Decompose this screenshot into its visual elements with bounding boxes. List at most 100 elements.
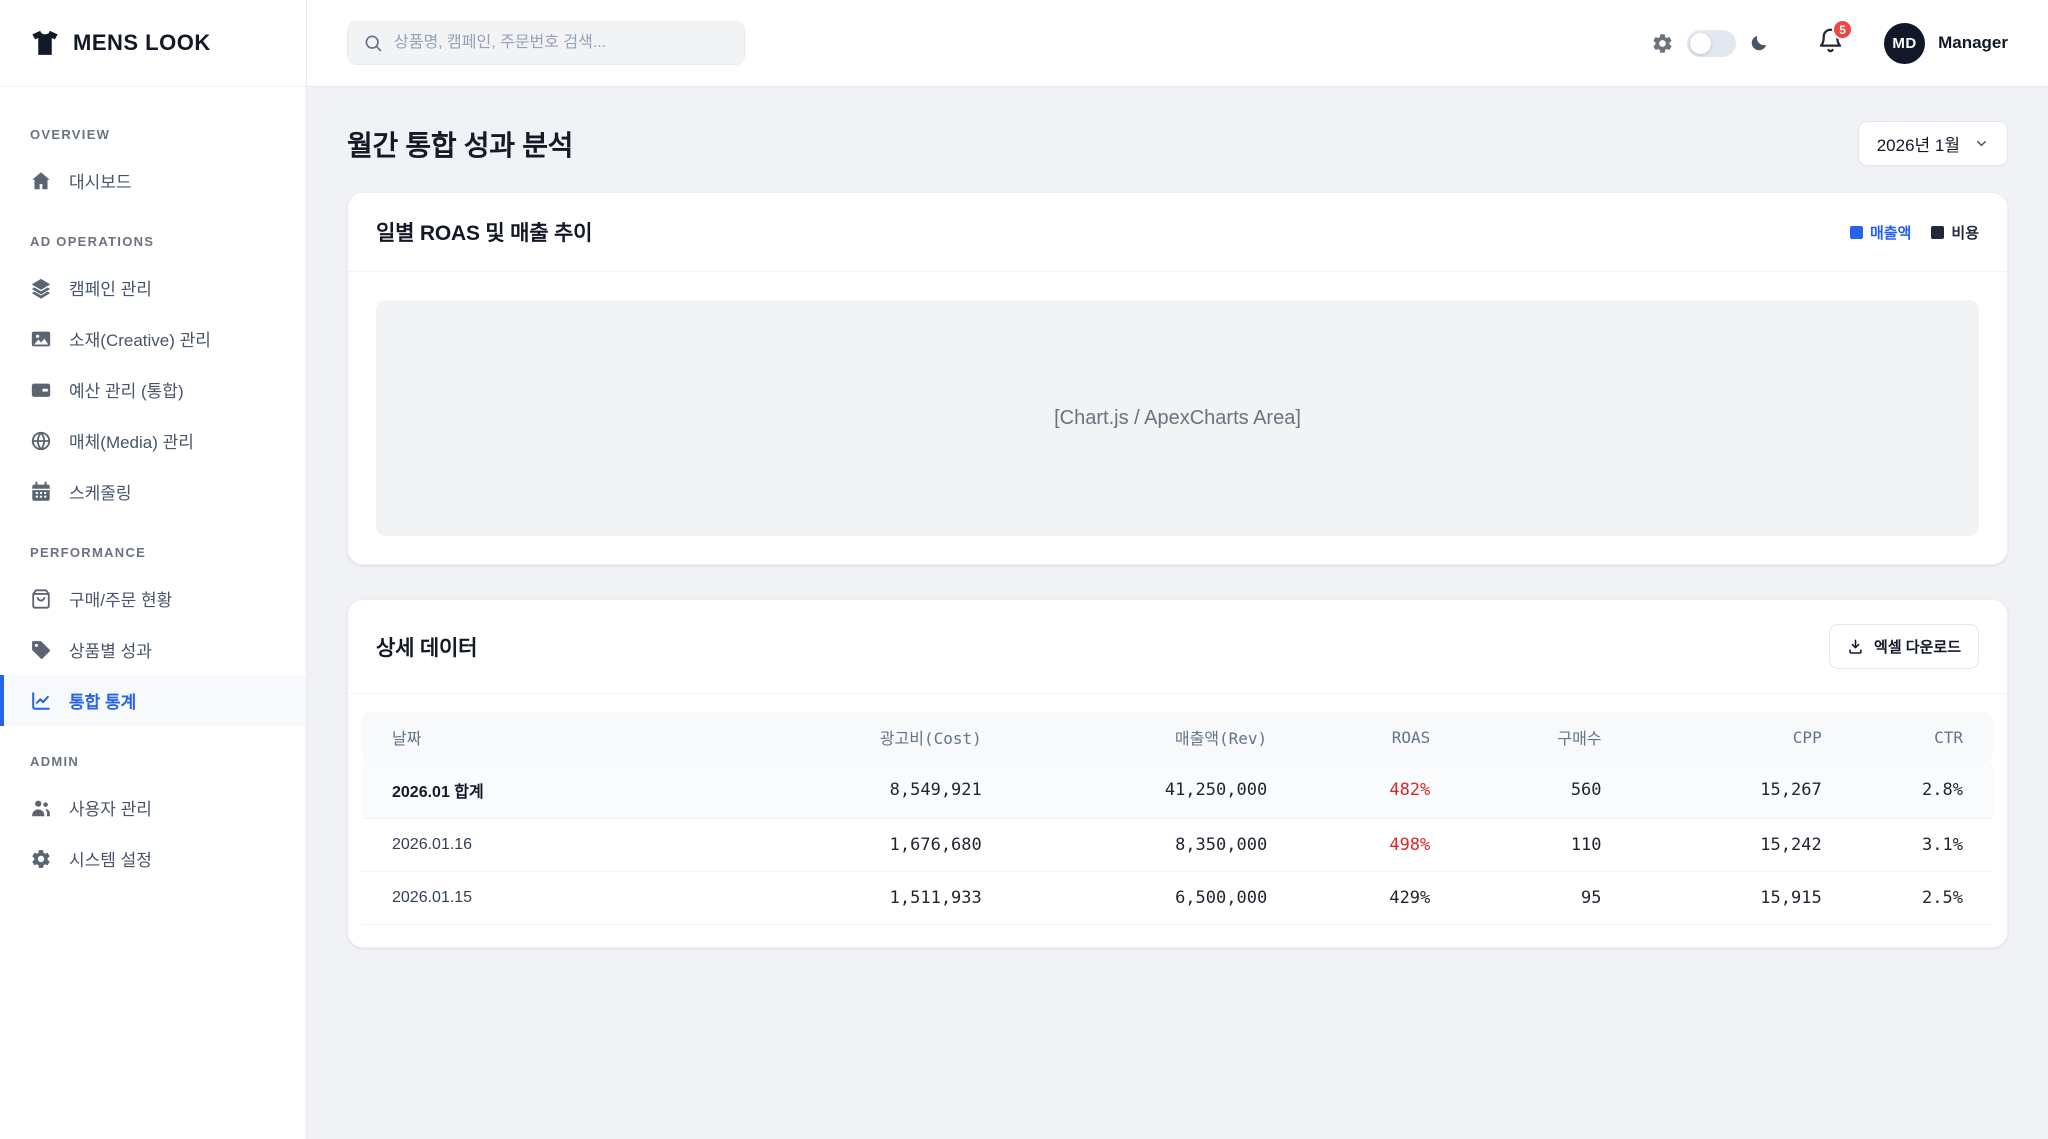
table-row: 2026.01.16 1,676,680 8,350,000 498% 110 … bbox=[362, 818, 1993, 872]
excel-download-button[interactable]: 엑셀 다운로드 bbox=[1829, 624, 1979, 669]
sidebar-item-label: 예산 관리 (통합) bbox=[69, 382, 184, 401]
table-row-total: 2026.01 합계 8,549,921 41,250,000 482% 560… bbox=[362, 762, 1993, 819]
col-cost: 광고비(Cost) bbox=[737, 712, 982, 762]
theme-controls bbox=[1651, 29, 1769, 57]
sidebar-item-label: 통합 통계 bbox=[69, 693, 137, 712]
search-input[interactable] bbox=[394, 34, 729, 52]
cell-cpp: 15,267 bbox=[1601, 762, 1822, 819]
search-icon bbox=[365, 35, 382, 52]
chevron-down-icon bbox=[1977, 140, 1986, 147]
cell-purchases: 560 bbox=[1430, 762, 1602, 819]
chart-card: 일별 ROAS 및 매출 추이 매출액 비용 [Chart.js / ApexC bbox=[347, 192, 2008, 565]
section-label-admin: ADMIN bbox=[30, 754, 80, 769]
sidebar-item-users[interactable]: 사용자 관리 bbox=[0, 782, 306, 833]
brand-name: MENS LOOK bbox=[73, 30, 211, 55]
col-ctr: CTR bbox=[1821, 712, 1993, 762]
sidebar-item-label: 캠페인 관리 bbox=[69, 280, 152, 299]
tshirt-icon bbox=[32, 30, 58, 55]
settings-button[interactable] bbox=[1651, 32, 1674, 55]
calendar-icon bbox=[32, 481, 50, 501]
cell-revenue: 6,500,000 bbox=[981, 871, 1268, 925]
notifications-button[interactable]: 5 bbox=[1817, 19, 1854, 59]
legend-item-revenue[interactable]: 매출액 bbox=[1849, 222, 1912, 243]
legend-label: 매출액 bbox=[1869, 224, 1912, 242]
brand-logo[interactable]: MENS LOOK bbox=[0, 0, 306, 87]
moon-icon bbox=[1751, 35, 1767, 51]
sidebar-item-scheduling[interactable]: 스케줄링 bbox=[0, 466, 306, 517]
sidebar-nav: OVERVIEW 대시보드 AD OPERATIONS 캠페인 관리 소재(Cr… bbox=[0, 87, 306, 904]
col-date: 날짜 bbox=[362, 712, 738, 762]
table-title: 상세 데이터 bbox=[376, 636, 478, 660]
col-purchases: 구매수 bbox=[1430, 712, 1602, 762]
avatar: MD bbox=[1884, 22, 1926, 64]
section-label-ad-operations: AD OPERATIONS bbox=[30, 234, 155, 249]
cell-ctr: 2.5% bbox=[1821, 871, 1993, 925]
download-icon bbox=[1849, 639, 1862, 654]
cell-cost: 1,676,680 bbox=[737, 818, 982, 872]
page-header: 월간 통합 성과 분석 2026년 1월 bbox=[347, 121, 2008, 166]
chart-placeholder: [Chart.js / ApexCharts Area] bbox=[376, 300, 1979, 536]
page-content: 월간 통합 성과 분석 2026년 1월 일별 ROAS 및 매출 추이 매출액 bbox=[307, 87, 2048, 1139]
chart-legend: 매출액 비용 bbox=[1849, 222, 1979, 243]
page-title: 월간 통합 성과 분석 bbox=[347, 129, 574, 161]
cell-revenue: 8,350,000 bbox=[981, 818, 1268, 872]
detail-table-wrap: 날짜 광고비(Cost) 매출액(Rev) ROAS 구매수 CPP CTR bbox=[362, 712, 1993, 925]
sidebar-item-label: 시스템 설정 bbox=[69, 851, 152, 870]
users-icon bbox=[32, 800, 50, 816]
cell-roas: 482% bbox=[1267, 762, 1431, 819]
period-select-value: 2026년 1월 bbox=[1876, 136, 1960, 155]
col-roas: ROAS bbox=[1267, 712, 1431, 762]
sidebar-item-integrated-stats[interactable]: 통합 통계 bbox=[0, 675, 306, 726]
sidebar-item-product-performance[interactable]: 상품별 성과 bbox=[0, 624, 306, 675]
chart-placeholder-text: [Chart.js / ApexCharts Area] bbox=[1054, 406, 1301, 429]
sidebar: MENS LOOK OVERVIEW 대시보드 AD OPERATIONS 캠페… bbox=[0, 0, 307, 1139]
dark-mode-toggle[interactable] bbox=[1687, 29, 1737, 57]
legend-item-cost[interactable]: 비용 bbox=[1931, 222, 1979, 243]
sidebar-item-orders[interactable]: 구매/주문 현황 bbox=[0, 573, 306, 624]
table-body: 2026.01 합계 8,549,921 41,250,000 482% 560… bbox=[362, 762, 1993, 925]
cell-date: 2026.01 합계 bbox=[362, 762, 738, 819]
sidebar-item-media[interactable]: 매체(Media) 관리 bbox=[0, 415, 306, 466]
col-revenue: 매출액(Rev) bbox=[981, 712, 1268, 762]
section-label-performance: PERFORMANCE bbox=[30, 545, 147, 560]
chart-card-header: 일별 ROAS 및 매출 추이 매출액 비용 bbox=[348, 193, 2007, 272]
cell-ctr: 2.8% bbox=[1821, 762, 1993, 819]
notification-badge: 5 bbox=[1832, 19, 1854, 40]
cell-cpp: 15,915 bbox=[1601, 871, 1822, 925]
sidebar-item-dashboard[interactable]: 대시보드 bbox=[0, 155, 306, 206]
sidebar-item-label: 소재(Creative) 관리 bbox=[69, 331, 211, 350]
table-head: 날짜 광고비(Cost) 매출액(Rev) ROAS 구매수 CPP CTR bbox=[362, 712, 1993, 762]
cell-purchases: 110 bbox=[1430, 818, 1602, 872]
cell-cost: 8,549,921 bbox=[737, 762, 982, 819]
sidebar-item-label: 대시보드 bbox=[69, 173, 132, 192]
shopping-bag-icon bbox=[32, 588, 50, 609]
table-card-header: 상세 데이터 엑셀 다운로드 bbox=[348, 600, 2007, 694]
col-cpp: CPP bbox=[1601, 712, 1822, 762]
topbar-right: 5 MD Manager bbox=[1651, 19, 2008, 64]
chart-line-icon bbox=[32, 691, 50, 710]
bell-icon bbox=[1819, 28, 1842, 53]
excel-download-label: 엑셀 다운로드 bbox=[1874, 639, 1961, 656]
table-card: 상세 데이터 엑셀 다운로드 날짜 광고비(C bbox=[347, 599, 2008, 948]
main-area: 5 MD Manager 월간 통합 성과 분석 2026년 1월 일별 RO bbox=[307, 0, 2048, 1139]
globe-icon bbox=[31, 431, 51, 450]
global-search bbox=[347, 21, 745, 65]
cell-date: 2026.01.15 bbox=[362, 871, 738, 925]
image-icon bbox=[31, 331, 51, 346]
section-label-overview: OVERVIEW bbox=[30, 127, 111, 142]
user-name: Manager bbox=[1938, 33, 2008, 52]
tag-icon bbox=[32, 640, 51, 659]
layers-icon bbox=[31, 278, 51, 299]
topbar: 5 MD Manager bbox=[307, 0, 2048, 87]
sidebar-item-creatives[interactable]: 소재(Creative) 관리 bbox=[0, 313, 306, 364]
sidebar-item-system-settings[interactable]: 시스템 설정 bbox=[0, 833, 306, 884]
wallet-icon bbox=[31, 383, 51, 397]
sidebar-item-campaigns[interactable]: 캠페인 관리 bbox=[0, 262, 306, 313]
user-menu[interactable]: MD Manager bbox=[1884, 22, 2008, 64]
period-select[interactable]: 2026년 1월 bbox=[1857, 121, 2008, 166]
gear-icon bbox=[1653, 33, 1672, 53]
toggle-knob bbox=[1690, 32, 1712, 54]
sidebar-item-budget[interactable]: 예산 관리 (통합) bbox=[0, 364, 306, 415]
sidebar-item-label: 상품별 성과 bbox=[69, 642, 152, 661]
